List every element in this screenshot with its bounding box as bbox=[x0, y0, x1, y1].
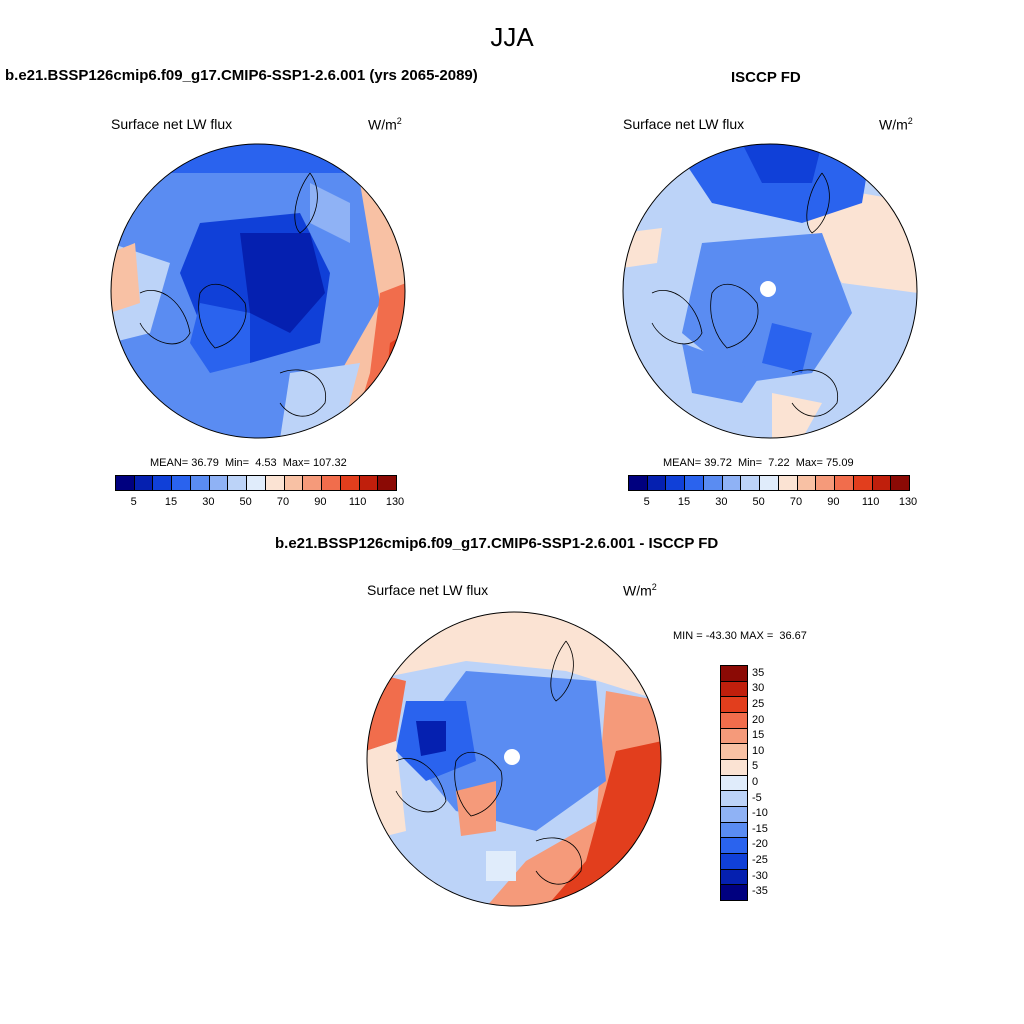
diff-colorbar-swatch bbox=[721, 775, 747, 792]
obs-colorbar-swatch bbox=[760, 476, 779, 490]
diff-colorbar-swatch bbox=[721, 822, 747, 839]
model-colorbar-swatch bbox=[153, 476, 173, 490]
model-colorbar-tick-label: 15 bbox=[164, 496, 178, 508]
model-colorbar-ticks: 5 15 30 50 70 90 110 130 bbox=[115, 496, 405, 510]
obs-colorbar-swatch bbox=[685, 476, 704, 490]
obs-colorbar-tick-label: 5 bbox=[643, 496, 650, 508]
diff-colorbar-swatch bbox=[721, 760, 747, 776]
diff-colorbar-tick-label: 20 bbox=[752, 713, 765, 726]
diff-minmax: MIN = -43.30 MAX = 36.67 bbox=[673, 630, 807, 642]
model-colorbar-swatch bbox=[378, 476, 397, 490]
model-colorbar-swatch bbox=[322, 476, 341, 490]
diff-colorbar-swatch bbox=[721, 869, 747, 886]
obs-colorbar-swatch bbox=[797, 476, 817, 490]
figure-title: JJA bbox=[490, 22, 534, 52]
obs-colorbar-swatch bbox=[722, 476, 742, 490]
model-colorbar-swatch bbox=[247, 476, 266, 490]
obs-stats: MEAN= 39.72 Min= 7.22 Max= 75.09 bbox=[663, 457, 854, 469]
model-colorbar-swatch bbox=[303, 476, 323, 490]
obs-colorbar-swatch bbox=[872, 476, 892, 490]
diff-colorbar-tick-label: 35 bbox=[752, 666, 765, 679]
obs-variable-label: Surface net LW flux bbox=[623, 116, 745, 132]
diff-colorbar-swatch bbox=[721, 713, 747, 729]
diff-colorbar-tick-label: 15 bbox=[752, 729, 765, 742]
model-colorbar-swatch bbox=[359, 476, 379, 490]
model-colorbar-swatch bbox=[340, 476, 360, 490]
obs-colorbar-tick-label: 130 bbox=[898, 496, 918, 508]
obs-colorbar-tick-label: 15 bbox=[677, 496, 691, 508]
model-colorbar-swatch bbox=[116, 476, 135, 490]
model-colorbar-swatch bbox=[284, 476, 304, 490]
obs-colorbar-ticks: 5 15 30 50 70 90 110 130 bbox=[628, 496, 918, 510]
diff-colorbar-swatch bbox=[721, 728, 747, 745]
diff-colorbar-tick-label: -35 bbox=[752, 885, 768, 898]
model-colorbar-swatch bbox=[190, 476, 210, 490]
model-colorbar-swatch bbox=[134, 476, 154, 490]
diff-colorbar-tick-label: 0 bbox=[752, 776, 759, 788]
model-colorbar-swatch bbox=[209, 476, 229, 490]
model-colorbar bbox=[115, 475, 397, 491]
model-panel-title: b.e21.BSSP126cmip6.f09_g17.CMIP6-SSP1-2.… bbox=[5, 67, 478, 84]
diff-variable-label: Surface net LW flux bbox=[367, 582, 489, 598]
diff-colorbar-tick-label: -25 bbox=[752, 854, 768, 866]
obs-panel-title: ISCCP FD bbox=[731, 69, 801, 86]
obs-colorbar-swatch bbox=[778, 476, 798, 490]
diff-colorbar-swatch bbox=[721, 807, 747, 823]
diff-colorbar-tick-label: -15 bbox=[752, 822, 768, 835]
obs-colorbar-tick-label: 70 bbox=[789, 496, 803, 508]
diff-colorbar-swatch bbox=[721, 681, 747, 698]
model-colorbar-swatch bbox=[228, 476, 248, 490]
diff-colorbar-tick-label: 10 bbox=[752, 744, 765, 757]
obs-colorbar bbox=[628, 475, 910, 491]
obs-colorbar-swatch bbox=[666, 476, 686, 490]
diff-colorbar-swatch bbox=[721, 791, 747, 808]
diff-colorbar bbox=[720, 665, 748, 901]
diff-colorbar-tick-label: 25 bbox=[752, 697, 765, 710]
obs-colorbar-swatch bbox=[703, 476, 723, 490]
diff-colorbar-swatch bbox=[721, 744, 747, 761]
diff-colorbar-tick-label: -20 bbox=[752, 838, 768, 851]
diff-colorbar-swatch bbox=[721, 854, 747, 870]
diff-colorbar-tick-label: -10 bbox=[752, 807, 768, 820]
model-colorbar-tick-label: 70 bbox=[276, 496, 290, 508]
diff-colorbar-tick-label: 5 bbox=[752, 760, 759, 773]
model-colorbar-tick-label: 130 bbox=[385, 496, 405, 508]
obs-unit-label: W/m2 bbox=[879, 116, 913, 133]
model-colorbar-swatch bbox=[172, 476, 191, 490]
obs-colorbar-tick-label: 50 bbox=[752, 496, 765, 508]
diff-colorbar-tick-label: 30 bbox=[752, 682, 765, 695]
obs-colorbar-swatch bbox=[741, 476, 761, 490]
model-colorbar-tick-label: 90 bbox=[314, 496, 327, 508]
obs-colorbar-tick-label: 110 bbox=[861, 496, 880, 508]
obs-colorbar-tick-label: 90 bbox=[827, 496, 840, 508]
obs-colorbar-swatch bbox=[647, 476, 667, 490]
model-colorbar-tick-label: 110 bbox=[348, 496, 367, 508]
model-variable-label: Surface net LW flux bbox=[111, 116, 233, 132]
diff-colorbar-ticks: 35 30 25 20 15 10 5 0 -5 -10 -15 -20 -25 -30 -35 bbox=[752, 665, 792, 899]
diff-unit-label: W/m2 bbox=[623, 582, 657, 599]
model-colorbar-tick-label: 50 bbox=[239, 496, 252, 508]
diff-polar-map bbox=[366, 611, 662, 907]
diff-colorbar-tick-label: -5 bbox=[752, 791, 762, 804]
diff-colorbar-swatch bbox=[721, 697, 747, 714]
diff-colorbar-swatch bbox=[721, 838, 747, 855]
obs-colorbar-swatch bbox=[816, 476, 836, 490]
model-stats: MEAN= 36.79 Min= 4.53 Max= 107.32 bbox=[150, 457, 347, 469]
obs-colorbar-swatch bbox=[835, 476, 854, 490]
diff-colorbar-swatch bbox=[721, 885, 747, 901]
model-colorbar-tick-label: 5 bbox=[130, 496, 137, 508]
model-colorbar-tick-label: 30 bbox=[202, 496, 215, 508]
diff-colorbar-tick-label: -30 bbox=[752, 869, 768, 882]
obs-colorbar-tick-label: 30 bbox=[715, 496, 728, 508]
obs-colorbar-swatch bbox=[891, 476, 910, 490]
obs-polar-map bbox=[622, 143, 918, 439]
model-unit-label: W/m2 bbox=[368, 116, 402, 133]
obs-colorbar-swatch bbox=[853, 476, 873, 490]
diff-panel-title: b.e21.BSSP126cmip6.f09_g17.CMIP6-SSP1-2.… bbox=[275, 535, 719, 552]
model-polar-map bbox=[110, 143, 406, 439]
obs-colorbar-swatch bbox=[629, 476, 648, 490]
diff-colorbar-swatch bbox=[721, 666, 747, 682]
model-colorbar-swatch bbox=[265, 476, 285, 490]
